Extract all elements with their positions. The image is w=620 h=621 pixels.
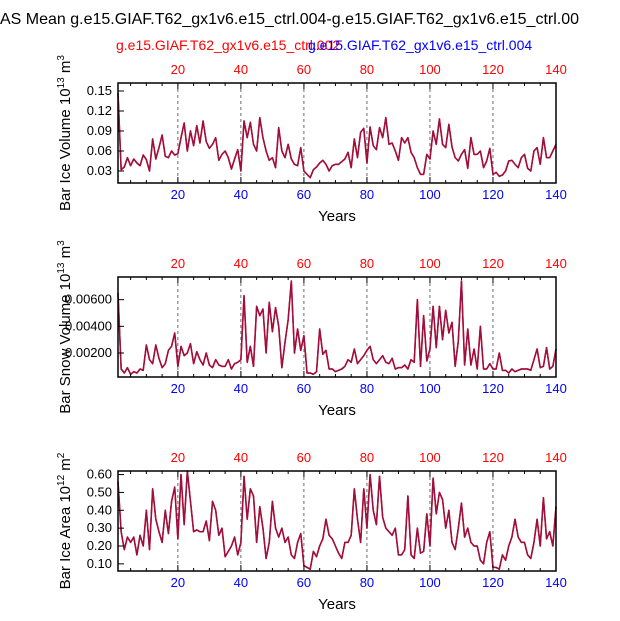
series-2-line: [117, 92, 557, 179]
xtick-label-bottom: 60: [297, 575, 311, 590]
plot-frame: [117, 276, 557, 378]
xtick-label-top: 120: [482, 450, 504, 465]
xtick-label-bottom: 120: [482, 187, 504, 202]
ytick-label: 0.30: [87, 520, 112, 535]
xtick-label-top: 120: [482, 62, 504, 77]
xtick-label-bottom: 140: [545, 187, 567, 202]
xtick-label-bottom: 80: [360, 381, 374, 396]
ytick-label: 0.03: [87, 163, 112, 178]
y-axis-label: Bar Snow Volume 1013 m3: [56, 240, 74, 414]
xtick-label-bottom: 100: [419, 187, 441, 202]
y-axis-label: Bar Ice Volume 1013 m3: [56, 55, 74, 211]
x-axis-label: Years: [318, 596, 356, 613]
panel-snow: 0.00200 0.00400 0.00600 20 40 60 80 100 120 140 20…: [56, 240, 567, 419]
chart-title: AS Mean g.e15.GIAF.T62_gx1v6.e15_ctrl.00…: [0, 11, 579, 28]
xtick-label-bottom: 120: [482, 575, 504, 590]
legend-case-2: g.e15.GIAF.T62_gx1v6.e15_ctrl.004: [308, 37, 532, 53]
xtick-label-bottom: 100: [419, 381, 441, 396]
xtick-label-top: 140: [545, 62, 567, 77]
panel-area: 0.10 0.20 0.30 0.40 0.50 0.60 20 40 60 80 100 120 14…: [56, 450, 567, 613]
xtick-label-bottom: 20: [171, 381, 185, 396]
xtick-label-top: 40: [234, 450, 248, 465]
ytick-label: 0.40: [87, 502, 112, 517]
xtick-label-bottom: 20: [171, 187, 185, 202]
legend-case-1: g.e15.GIAF.T62_gx1v6.e15_ctrl.002: [116, 37, 340, 53]
ytick-label: 0.00200: [65, 345, 112, 360]
xtick-label-bottom: 80: [360, 187, 374, 202]
ytick-label: 0.00600: [65, 292, 112, 307]
xtick-label-top: 20: [171, 450, 185, 465]
x-axis-label: Years: [318, 402, 356, 419]
xtick-label-top: 80: [360, 450, 374, 465]
xtick-label-top: 40: [234, 256, 248, 271]
xtick-label-bottom: 40: [234, 575, 248, 590]
xtick-label-top: 40: [234, 62, 248, 77]
xtick-label-top: 20: [171, 62, 185, 77]
ytick-label: 0.00400: [65, 318, 112, 333]
series-2-line: [117, 470, 557, 570]
x-axis-label: Years: [318, 208, 356, 225]
xtick-label-top: 60: [297, 62, 311, 77]
xtick-label-bottom: 140: [545, 381, 567, 396]
xtick-label-top: 100: [419, 62, 441, 77]
xtick-label-bottom: 20: [171, 575, 185, 590]
xtick-label-bottom: 140: [545, 575, 567, 590]
xtick-label-top: 80: [360, 62, 374, 77]
plot-frame: [117, 470, 557, 572]
series-2-line: [117, 280, 557, 376]
xtick-label-top: 100: [419, 256, 441, 271]
xtick-label-bottom: 60: [297, 187, 311, 202]
xtick-label-top: 60: [297, 450, 311, 465]
chart-panels: 0.03 0.06 0.09 0.12 0.15 20 40 60 80 100 120 140 20 4…: [56, 55, 567, 613]
ytick-label: 0.15: [87, 83, 112, 98]
xtick-label-bottom: 100: [419, 575, 441, 590]
xtick-label-top: 20: [171, 256, 185, 271]
xtick-label-top: 140: [545, 256, 567, 271]
xtick-label-bottom: 120: [482, 381, 504, 396]
xtick-label-bottom: 40: [234, 381, 248, 396]
series-1-line: [117, 280, 557, 376]
panel-volume: 0.03 0.06 0.09 0.12 0.15 20 40 60 80 100 120 140 20 4…: [56, 55, 567, 225]
ytick-label: 0.50: [87, 484, 112, 499]
xtick-label-bottom: 40: [234, 187, 248, 202]
y-axis-label: Bar Ice Area 1012 m2: [56, 452, 74, 589]
xtick-label-top: 120: [482, 256, 504, 271]
xtick-label-top: 100: [419, 450, 441, 465]
plot-frame: [117, 82, 557, 184]
xtick-label-top: 80: [360, 256, 374, 271]
xtick-label-top: 140: [545, 450, 567, 465]
ytick-label: 0.60: [87, 467, 112, 482]
ytick-label: 0.20: [87, 538, 112, 553]
ytick-label: 0.12: [87, 103, 112, 118]
ytick-label: 0.09: [87, 123, 112, 138]
xtick-label-bottom: 80: [360, 575, 374, 590]
ytick-label: 0.06: [87, 143, 112, 158]
xtick-label-top: 60: [297, 256, 311, 271]
xtick-label-bottom: 60: [297, 381, 311, 396]
ytick-label: 0.10: [87, 556, 112, 571]
